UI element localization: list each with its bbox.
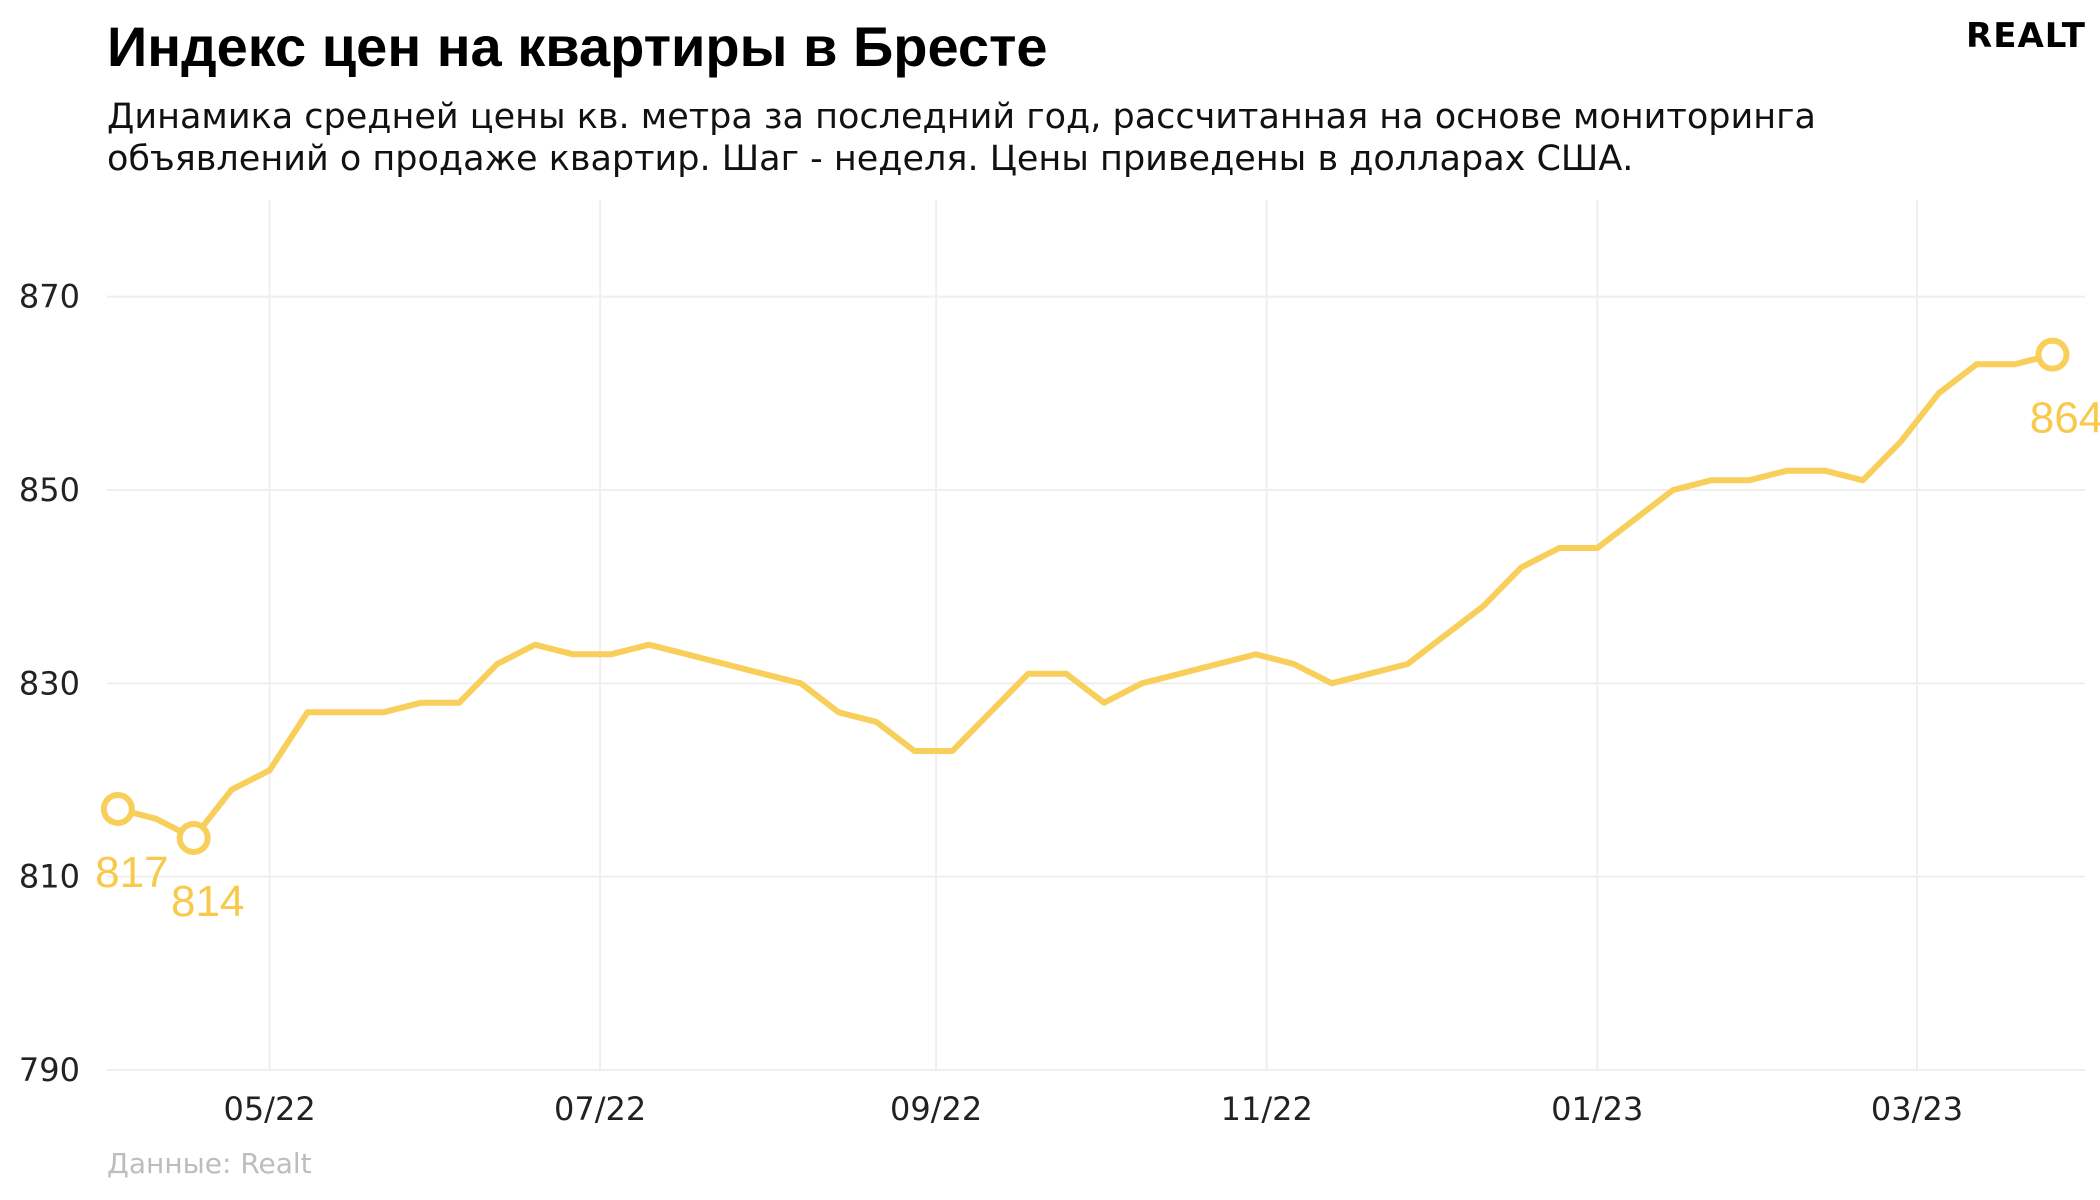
data-label: 817: [95, 848, 168, 897]
x-tick-label: 11/22: [1221, 1090, 1313, 1128]
chart-title: Индекс цен на квартиры в Бресте: [107, 15, 1048, 78]
y-tick-label: 850: [19, 471, 80, 509]
data-label: 814: [171, 877, 244, 926]
y-axis: 790 810 830 850 870: [19, 278, 80, 1089]
y-tick-label: 810: [19, 858, 80, 896]
x-tick-label: 01/23: [1551, 1090, 1643, 1128]
x-tick-label: 07/22: [554, 1090, 646, 1128]
chart-subtitle: Динамика средней цены кв. метра за после…: [107, 97, 1816, 179]
data-point-marker: [2035, 337, 2070, 372]
data-label: 864: [2030, 394, 2100, 443]
y-tick-label: 870: [19, 278, 80, 316]
data-point-marker: [176, 821, 211, 855]
data-point-marker: [100, 792, 135, 826]
x-tick-label: 09/22: [890, 1090, 982, 1128]
x-tick-label: 03/23: [1871, 1090, 1963, 1128]
x-tick-label: 05/22: [223, 1090, 315, 1128]
y-tick-label: 790: [19, 1051, 80, 1089]
realt-logo[interactable]: REALT: [1966, 16, 2086, 56]
series-line: [114, 351, 2056, 841]
data-source: Данные: Realt: [107, 1147, 312, 1180]
x-axis: 05/22 07/22 09/22 11/22 01/23 03/23: [223, 1090, 1963, 1128]
series: [114, 351, 2056, 841]
grid: [107, 200, 2085, 1071]
y-tick-label: 830: [19, 664, 80, 702]
